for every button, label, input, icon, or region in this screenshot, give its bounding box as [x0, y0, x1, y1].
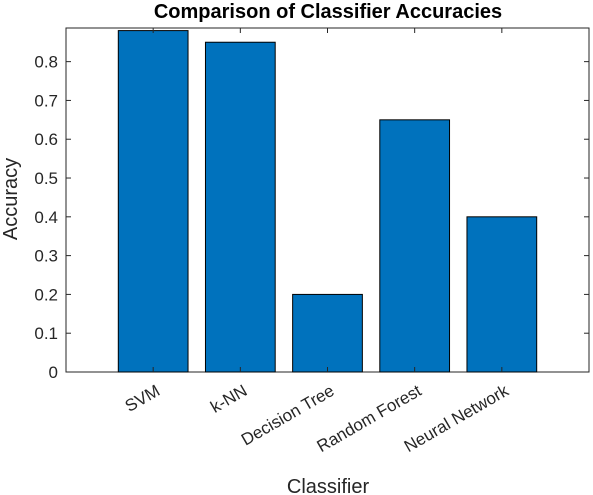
y-tick-label: 0.3 [34, 247, 58, 266]
y-tick-label: 0.4 [34, 208, 58, 227]
bar-neural-network [466, 216, 538, 373]
y-tick-label: 0.2 [34, 285, 58, 304]
y-axis-label: Accuracy [0, 158, 22, 240]
x-tick-label-k-nn: k-NN [207, 381, 250, 417]
x-axis-label: Classifier [287, 476, 370, 495]
chart-title: Comparison of Classifier Accuracies [154, 1, 502, 23]
bars [117, 30, 538, 373]
y-axis-ticks: 0 0.1 0.2 0.3 0.4 0.5 0.6 0.7 0.8 [34, 53, 589, 382]
y-tick-label: 0.1 [34, 324, 58, 343]
bar-random-forest [379, 119, 451, 373]
y-tick-label: 0.5 [34, 169, 58, 188]
y-tick-label: 0 [49, 363, 58, 382]
bar-k-nn [204, 41, 276, 373]
bar-decision-tree [292, 293, 363, 373]
y-tick-label: 0.7 [34, 91, 58, 110]
y-tick-label: 0.6 [34, 130, 58, 149]
bar-svm [117, 30, 189, 373]
y-tick-label: 0.8 [34, 53, 58, 72]
x-tick-label-svm: SVM [122, 381, 163, 416]
plot-area: 00.10.20.30.40.50.60.70.8 SVM k-NNDecisio… [34, 27, 590, 456]
